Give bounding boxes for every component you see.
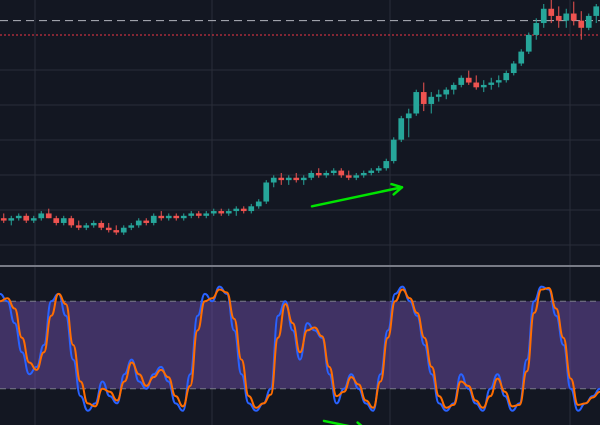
candle-down: [45, 213, 52, 219]
oscillator-d-line: [0, 287, 600, 409]
candle-up: [323, 172, 330, 176]
candle-down: [345, 175, 352, 178]
candle-up: [480, 84, 487, 88]
candle-up: [270, 177, 277, 183]
candle-down: [278, 177, 285, 181]
candle-down: [23, 215, 30, 221]
candle-up: [285, 177, 292, 181]
candle-down: [53, 218, 60, 223]
candle-down: [578, 20, 585, 28]
candle-down: [240, 208, 247, 212]
candle-down: [570, 13, 577, 21]
candle-down: [75, 225, 82, 228]
candle-up: [165, 215, 172, 219]
candle-up: [255, 201, 262, 207]
candle-up: [83, 225, 90, 228]
candle-up: [398, 118, 405, 140]
candle-up: [38, 213, 45, 219]
candle-up: [495, 80, 502, 83]
candle-down: [0, 218, 7, 221]
candle-up: [60, 218, 67, 223]
candle-up: [308, 172, 315, 178]
oscillator-arrow-shaft: [322, 419, 350, 425]
candle-down: [218, 211, 225, 214]
candle-up: [563, 13, 570, 21]
candle-down: [548, 8, 555, 16]
candle-up: [540, 8, 547, 24]
candle-up: [405, 113, 412, 119]
candle-up: [525, 34, 532, 52]
candle-up: [8, 218, 15, 221]
candle-up: [300, 177, 307, 181]
candle-up: [120, 227, 127, 233]
candle-up: [585, 15, 592, 28]
price-arrow-head: [390, 182, 404, 196]
candle-up: [30, 218, 37, 221]
candle-up: [413, 92, 420, 114]
candle-up: [330, 170, 337, 173]
candle-up: [533, 23, 540, 35]
candle-down: [143, 220, 150, 223]
candle-up: [458, 77, 465, 85]
candle-up: [203, 213, 210, 216]
candle-up: [435, 94, 442, 97]
candle-down: [113, 230, 120, 233]
candle-down: [158, 215, 165, 219]
oscillator-band: [0, 301, 600, 389]
candle-up: [90, 222, 97, 226]
candle-up: [383, 161, 390, 169]
candle-down: [465, 77, 472, 83]
candle-down: [315, 172, 322, 176]
candle-down: [293, 177, 300, 181]
price-arrow-shaft: [310, 186, 404, 208]
candle-up: [128, 225, 135, 228]
candle-up: [593, 6, 600, 16]
candle-up: [233, 208, 240, 212]
candle-up: [450, 84, 457, 90]
candle-up: [225, 211, 232, 214]
candle-up: [518, 51, 525, 64]
candle-up: [488, 82, 495, 85]
candle-down: [98, 222, 105, 228]
candle-down: [173, 215, 180, 219]
candle-up: [360, 172, 367, 176]
candle-down: [338, 170, 345, 176]
candle-up: [210, 211, 217, 214]
candle-up: [248, 206, 255, 212]
candle-up: [15, 215, 22, 219]
candle-up: [510, 63, 517, 74]
candle-up: [443, 89, 450, 95]
candle-down: [105, 227, 112, 231]
candle-down: [195, 213, 202, 216]
candle-up: [375, 168, 382, 171]
candle-up: [150, 215, 157, 223]
candle-down: [555, 15, 562, 21]
candle-up: [180, 215, 187, 219]
candle-up: [353, 175, 360, 178]
candle-up: [368, 170, 375, 173]
candle-up: [135, 220, 142, 226]
candle-up: [503, 73, 510, 81]
candle-up: [390, 139, 397, 162]
candle-up: [188, 213, 195, 216]
candle-up: [428, 96, 435, 104]
candle-down: [473, 82, 480, 88]
candle-up: [263, 182, 270, 202]
candle-down: [68, 218, 75, 226]
candle-down: [420, 92, 427, 104]
